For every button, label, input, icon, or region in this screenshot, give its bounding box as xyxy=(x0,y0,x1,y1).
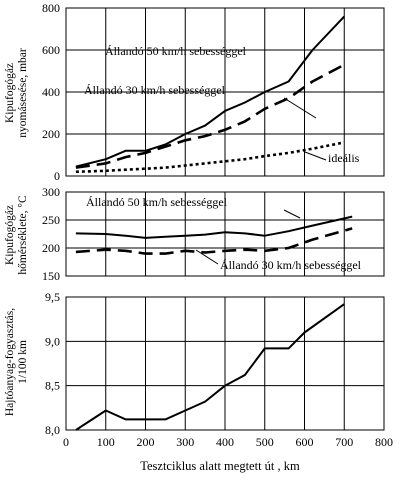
plot-frame xyxy=(65,296,385,431)
y-tick-label: 400 xyxy=(42,85,60,99)
consumption-panel: 8,0 8,5 9,0 9,5 0 100 200 300 400 500 600 700 800 xyxy=(45,290,393,449)
y-tick-label: 200 xyxy=(42,241,60,255)
plot-frame xyxy=(65,7,385,177)
annotation-mid-50: Állandó 50 km/h sebességgel xyxy=(86,195,228,209)
y-tick-label: 9,5 xyxy=(45,290,60,304)
leader-top-30 xyxy=(283,97,317,119)
x-tick-label: 100 xyxy=(97,435,115,449)
annotation-top-30: Állandó 30 km/h sebességgel xyxy=(84,83,226,97)
series-line-dashed xyxy=(75,227,353,255)
x-axis-title: Tesztciklus alatt megtett út , km xyxy=(140,459,300,473)
y-tick-label: 300 xyxy=(42,185,60,199)
leader-top-ideal xyxy=(304,151,327,161)
x-tick-label: 200 xyxy=(137,435,155,449)
leader-mid-50 xyxy=(283,209,301,219)
y-tick-label: 8,0 xyxy=(45,423,60,437)
y-tick-label: 8,5 xyxy=(45,379,60,393)
series-line-dashed xyxy=(75,63,345,169)
series-line-solid xyxy=(75,303,345,431)
pressure-ylabel-line1: Kipufogógáz xyxy=(4,63,16,123)
consumption-ylabel-line2: 1/100 km xyxy=(17,340,29,384)
y-tick-label: 200 xyxy=(42,127,60,141)
annotation-mid-30: Állandó 30 km/h sebességgel xyxy=(220,258,362,272)
pressure-ylabel-line2: nyomásesése, mbar xyxy=(17,48,29,138)
x-tick-label: 600 xyxy=(296,435,314,449)
x-tick-label: 500 xyxy=(256,435,274,449)
x-tick-label: 400 xyxy=(216,435,234,449)
plot-frame xyxy=(65,191,385,277)
pressure-panel: 0 200 400 600 800 xyxy=(42,1,385,183)
y-tick-label: 150 xyxy=(42,269,60,283)
y-tick-label: 0 xyxy=(54,169,60,183)
y-tick-label: 800 xyxy=(42,1,60,15)
consumption-ylabel-line1: Hajtóanyag-fogyasztás, xyxy=(4,308,16,416)
temperature-panel: 150 200 250 300 xyxy=(42,185,385,283)
series-line-dotted xyxy=(75,141,345,174)
annotation-top-50: Állandó 50 km/h sebességgel xyxy=(105,44,247,58)
series-line-solid xyxy=(75,15,346,168)
temperature-ylabel-line2: hőmérséklete, °C xyxy=(17,195,29,275)
y-tick-label: 250 xyxy=(42,213,60,227)
temperature-ylabel-line1: Kipufogógáz xyxy=(4,205,16,265)
x-tick-label: 300 xyxy=(176,435,194,449)
x-tick-label: 700 xyxy=(335,435,353,449)
y-tick-label: 9,0 xyxy=(45,334,60,348)
leader-mid-30 xyxy=(195,249,219,265)
annotation-top-ideal: ideális xyxy=(328,151,360,165)
x-tick-label: 0 xyxy=(63,435,69,449)
x-tick-label: 800 xyxy=(375,435,393,449)
y-tick-label: 600 xyxy=(42,43,60,57)
series-line-solid xyxy=(75,215,353,239)
